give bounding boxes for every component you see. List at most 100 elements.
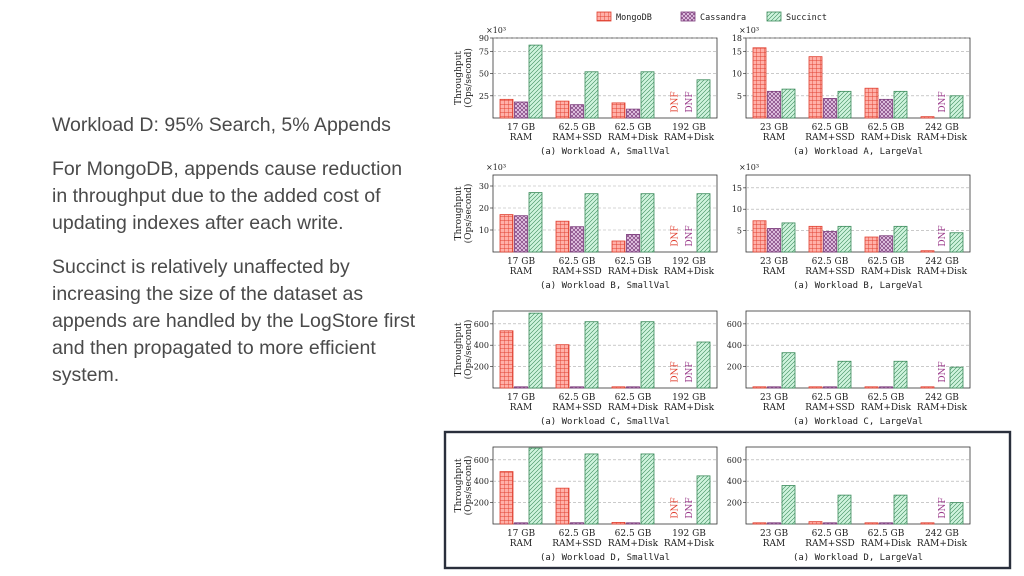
category-sublabel: RAM+SSD xyxy=(805,403,854,413)
category-sublabel: RAM xyxy=(510,539,533,549)
y-tick-label: 20 xyxy=(479,204,489,213)
bar-succinct xyxy=(781,352,796,389)
bar-mongodb xyxy=(808,56,823,119)
category-label: 62.5 GB xyxy=(559,257,596,267)
dnf-label-cassandra: DNF xyxy=(685,91,695,112)
y-tick-label: 30 xyxy=(479,182,489,191)
category-sublabel: RAM xyxy=(763,539,786,549)
category-sublabel: RAM+Disk xyxy=(608,267,659,277)
dnf-label-cassandra: DNF xyxy=(685,497,695,518)
bar-cassandra xyxy=(570,386,584,389)
category-sublabel: RAM xyxy=(763,403,786,413)
slide-paragraph-mongodb: For MongoDB, appends cause reduction in … xyxy=(52,158,403,234)
dnf-label-cassandra: DNF xyxy=(685,225,695,246)
dnf-label-cassandra: DNF xyxy=(938,361,948,382)
plot-frame xyxy=(492,310,718,389)
category-label: 62.5 GB xyxy=(868,257,905,267)
bar-cassandra xyxy=(767,228,781,253)
bar-succinct xyxy=(640,453,655,525)
category-label: 192 GB xyxy=(672,393,706,403)
y-axis-label-units: (Ops/second) xyxy=(463,48,474,108)
chart-caption: (a) Workload A, SmallVal xyxy=(540,147,670,157)
bar-mongodb xyxy=(611,102,626,119)
bar-succinct xyxy=(696,341,711,389)
y-tick-label: 400 xyxy=(474,477,489,486)
y-tick-label: 600 xyxy=(474,320,489,329)
bar-succinct xyxy=(893,360,908,389)
category-label: 17 GB xyxy=(507,123,536,133)
y-axis-label: Throughput xyxy=(454,51,464,105)
category-sublabel: RAM xyxy=(763,267,786,277)
bar-succinct xyxy=(696,193,711,253)
bar-succinct xyxy=(781,88,796,119)
bar-cassandra xyxy=(823,522,837,525)
bar-cassandra xyxy=(879,386,893,389)
legend-label-succinct: Succinct xyxy=(786,13,827,23)
y-tick-label: 600 xyxy=(727,456,742,465)
category-label: 17 GB xyxy=(507,529,536,539)
y-tick-label: 75 xyxy=(479,47,489,56)
bar-cassandra xyxy=(514,522,528,525)
bar-mongodb xyxy=(611,521,626,525)
bar-succinct xyxy=(584,193,599,253)
category-sublabel: RAM+Disk xyxy=(861,403,912,413)
chart-caption: (a) Workload B, LargeVal xyxy=(793,281,923,291)
bar-cassandra xyxy=(514,215,528,253)
bar-mongodb xyxy=(808,521,823,525)
y-tick-label: 200 xyxy=(727,499,742,508)
plot-frame xyxy=(492,446,718,525)
y-tick-label: 50 xyxy=(479,70,489,79)
category-label: 192 GB xyxy=(672,123,706,133)
category-sublabel: RAM+Disk xyxy=(608,403,659,413)
axis-multiplier: ×10³ xyxy=(486,26,506,35)
category-label: 62.5 GB xyxy=(812,393,849,403)
slide-text: Workload D: 95% Search, 5% Appends For M… xyxy=(52,112,422,406)
category-sublabel: RAM+Disk xyxy=(861,539,912,549)
bar-succinct xyxy=(584,453,599,525)
category-label: 23 GB xyxy=(760,393,789,403)
bar-cassandra xyxy=(879,522,893,525)
category-label: 62.5 GB xyxy=(615,529,652,539)
y-axis-label-units: (Ops/second) xyxy=(463,184,474,244)
bar-mongodb xyxy=(920,250,935,253)
y-axis-label-units: (Ops/second) xyxy=(463,456,474,516)
category-sublabel: RAM+Disk xyxy=(664,267,715,277)
bar-mongodb xyxy=(920,386,935,389)
bar-mongodb xyxy=(555,100,570,119)
chart-legend: MongoDB Cassandra Succinct xyxy=(596,11,827,23)
bar-mongodb xyxy=(808,225,823,253)
category-label: 192 GB xyxy=(672,257,706,267)
bar-mongodb xyxy=(555,220,570,253)
category-label: 23 GB xyxy=(760,123,789,133)
category-label: 62.5 GB xyxy=(559,393,596,403)
bar-cassandra xyxy=(823,386,837,389)
dnf-label-cassandra: DNF xyxy=(685,361,695,382)
bar-succinct xyxy=(949,95,964,119)
plot-frame xyxy=(745,310,971,389)
dnf-label-cassandra: DNF xyxy=(938,497,948,518)
bar-mongodb xyxy=(920,116,935,119)
bar-succinct xyxy=(528,447,543,525)
workload-d-highlight-frame xyxy=(443,430,1012,570)
category-sublabel: RAM+Disk xyxy=(917,267,968,277)
y-tick-label: 5 xyxy=(737,227,742,236)
category-sublabel: RAM+Disk xyxy=(608,539,659,549)
bar-succinct xyxy=(893,494,908,525)
y-tick-label: 15 xyxy=(732,184,742,193)
bar-succinct xyxy=(837,360,852,389)
legend-label-cassandra: Cassandra xyxy=(700,13,746,23)
category-sublabel: RAM+SSD xyxy=(805,539,854,549)
bar-succinct xyxy=(584,321,599,389)
category-sublabel: RAM+Disk xyxy=(664,403,715,413)
plot-frame xyxy=(745,446,971,525)
legend-swatch-cassandra xyxy=(680,11,696,22)
bar-cassandra xyxy=(626,522,640,525)
bar-succinct xyxy=(949,502,964,525)
category-sublabel: RAM+SSD xyxy=(552,267,601,277)
y-tick-label: 200 xyxy=(474,499,489,508)
chart-caption: (a) Workload C, LargeVal xyxy=(793,417,923,427)
y-tick-label: 400 xyxy=(727,341,742,350)
category-label: 62.5 GB xyxy=(868,529,905,539)
